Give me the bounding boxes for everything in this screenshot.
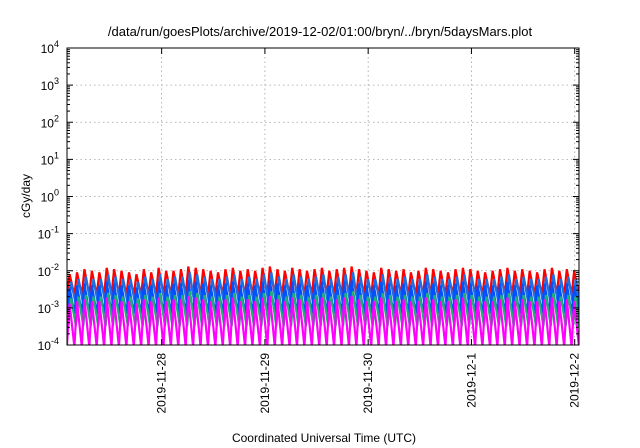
series-layer: [67, 266, 579, 345]
y-tick-label: 10-4: [38, 336, 59, 353]
tick-marks: [67, 47, 579, 346]
series-line: [67, 295, 579, 345]
y-tick-label: 10-1: [38, 225, 59, 242]
y-tick-label: 104: [41, 39, 59, 56]
series-line: [67, 291, 579, 327]
series-line: [67, 272, 579, 307]
y-axis-label: cGy/day: [19, 174, 33, 218]
x-tick-label: 2019-12-2: [568, 353, 582, 408]
y-tick-label: 103: [41, 76, 59, 93]
chart-title: /data/run/goesPlots/archive/2019-12-02/0…: [108, 24, 533, 39]
x-tick-label: 2019-11-29: [258, 353, 272, 414]
series-line: [67, 280, 579, 314]
x-tick-label: 2019-11-30: [361, 353, 375, 414]
x-tick-label: 2019-12-1: [464, 353, 478, 408]
y-tick-labels: 10-4 10-3 10-2 10-1 100 101 102 103 104: [38, 39, 59, 353]
x-axis-label: Coordinated Universal Time (UTC): [232, 431, 416, 445]
y-tick-label: 10-3: [38, 299, 59, 316]
x-tick-labels: 2019-11-28 2019-11-29 2019-11-30 2019-12-1 2…: [155, 353, 582, 414]
y-tick-label: 10-2: [38, 262, 59, 279]
y-tick-label: 101: [41, 150, 59, 167]
x-tick-label: 2019-11-28: [155, 353, 169, 414]
y-tick-label: 102: [41, 113, 59, 130]
y-tick-label: 100: [41, 188, 59, 205]
series-line: [67, 266, 579, 298]
